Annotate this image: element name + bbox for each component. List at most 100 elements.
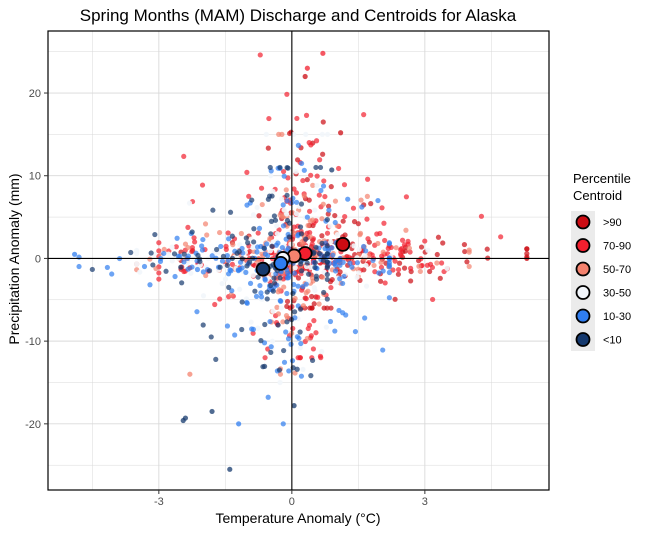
- data-point: [398, 247, 404, 253]
- data-point: [324, 296, 330, 302]
- data-point: [280, 168, 287, 175]
- data-point: [109, 271, 115, 277]
- legend-label: <10: [603, 335, 622, 347]
- data-point: [265, 196, 271, 202]
- data-point: [266, 115, 272, 122]
- data-point: [185, 224, 191, 230]
- data-point: [351, 219, 358, 225]
- data-point: [316, 301, 322, 307]
- legend-items: >90 70-90 50-70 30-50 10-30 <10: [571, 211, 631, 351]
- data-point: [350, 205, 357, 211]
- data-point: [304, 214, 310, 220]
- data-point: [306, 271, 312, 277]
- data-point: [265, 394, 271, 400]
- y-axis-ticks: -20 -10 0 10 20: [25, 88, 48, 431]
- data-point: [200, 269, 206, 275]
- data-point: [306, 197, 312, 203]
- data-point: [186, 200, 193, 206]
- data-point: [324, 251, 330, 257]
- data-point: [212, 301, 218, 308]
- data-point: [284, 290, 290, 297]
- data-point: [478, 213, 485, 219]
- data-point: [236, 286, 243, 292]
- data-point: [279, 244, 286, 251]
- data-point: [342, 232, 348, 238]
- data-point: [230, 242, 236, 248]
- data-point: [290, 290, 296, 297]
- data-point: [397, 251, 404, 257]
- data-point: [281, 207, 287, 213]
- data-point: [229, 288, 235, 294]
- data-point: [295, 283, 301, 289]
- data-point: [356, 246, 362, 253]
- data-point: [185, 266, 191, 272]
- data-point: [329, 245, 335, 251]
- data-point: [318, 187, 324, 194]
- data-point: [291, 270, 298, 276]
- legend-key-background: [571, 211, 595, 351]
- legend-key: [575, 308, 591, 324]
- data-point: [313, 276, 320, 282]
- data-point: [437, 275, 443, 281]
- data-point: [153, 265, 159, 272]
- data-point: [255, 325, 261, 331]
- data-point: [209, 408, 215, 415]
- data-point: [351, 243, 357, 249]
- data-point: [289, 210, 296, 216]
- data-point: [292, 309, 298, 315]
- y-tick-label: 0: [35, 253, 41, 265]
- data-point: [498, 234, 504, 240]
- data-point: [334, 232, 340, 238]
- data-point: [181, 251, 187, 257]
- data-point: [318, 355, 324, 361]
- data-point: [380, 268, 386, 274]
- data-point: [336, 165, 342, 172]
- data-point: [152, 231, 158, 238]
- data-point: [405, 238, 411, 244]
- data-point: [386, 269, 392, 276]
- data-point: [267, 318, 273, 325]
- data-point: [280, 202, 286, 208]
- legend-key: [575, 261, 591, 277]
- data-point: [219, 281, 225, 287]
- data-point: [200, 293, 207, 299]
- centroid-marker: [273, 255, 289, 271]
- data-point: [464, 259, 470, 265]
- data-point: [267, 164, 273, 171]
- data-point: [246, 259, 253, 265]
- data-point: [72, 251, 78, 257]
- legend-label: 50-70: [603, 264, 631, 276]
- data-point: [484, 246, 490, 252]
- data-point: [188, 270, 194, 276]
- data-point: [281, 284, 287, 290]
- data-point: [243, 269, 249, 275]
- data-point: [304, 260, 310, 266]
- data-point: [365, 236, 371, 242]
- data-point: [361, 243, 367, 250]
- data-point: [308, 142, 314, 148]
- data-point: [271, 213, 278, 219]
- data-point: [181, 259, 187, 265]
- data-point: [324, 259, 330, 265]
- y-tick-label: 20: [29, 88, 41, 100]
- data-point: [293, 199, 300, 205]
- data-point: [298, 373, 305, 379]
- data-point: [218, 243, 224, 250]
- data-point: [386, 256, 392, 263]
- data-point: [277, 371, 284, 377]
- data-point: [312, 287, 318, 293]
- data-point: [430, 296, 436, 303]
- data-point: [422, 238, 428, 244]
- data-point: [324, 305, 330, 311]
- data-point: [291, 403, 297, 409]
- data-point: [362, 315, 368, 321]
- data-point: [324, 243, 330, 249]
- data-point: [222, 276, 229, 282]
- data-point: [298, 201, 305, 207]
- data-point: [275, 322, 281, 328]
- data-point: [275, 311, 282, 317]
- data-point: [294, 115, 300, 122]
- data-point: [399, 237, 406, 243]
- legend-label: 10-30: [603, 311, 631, 323]
- data-point: [327, 318, 334, 325]
